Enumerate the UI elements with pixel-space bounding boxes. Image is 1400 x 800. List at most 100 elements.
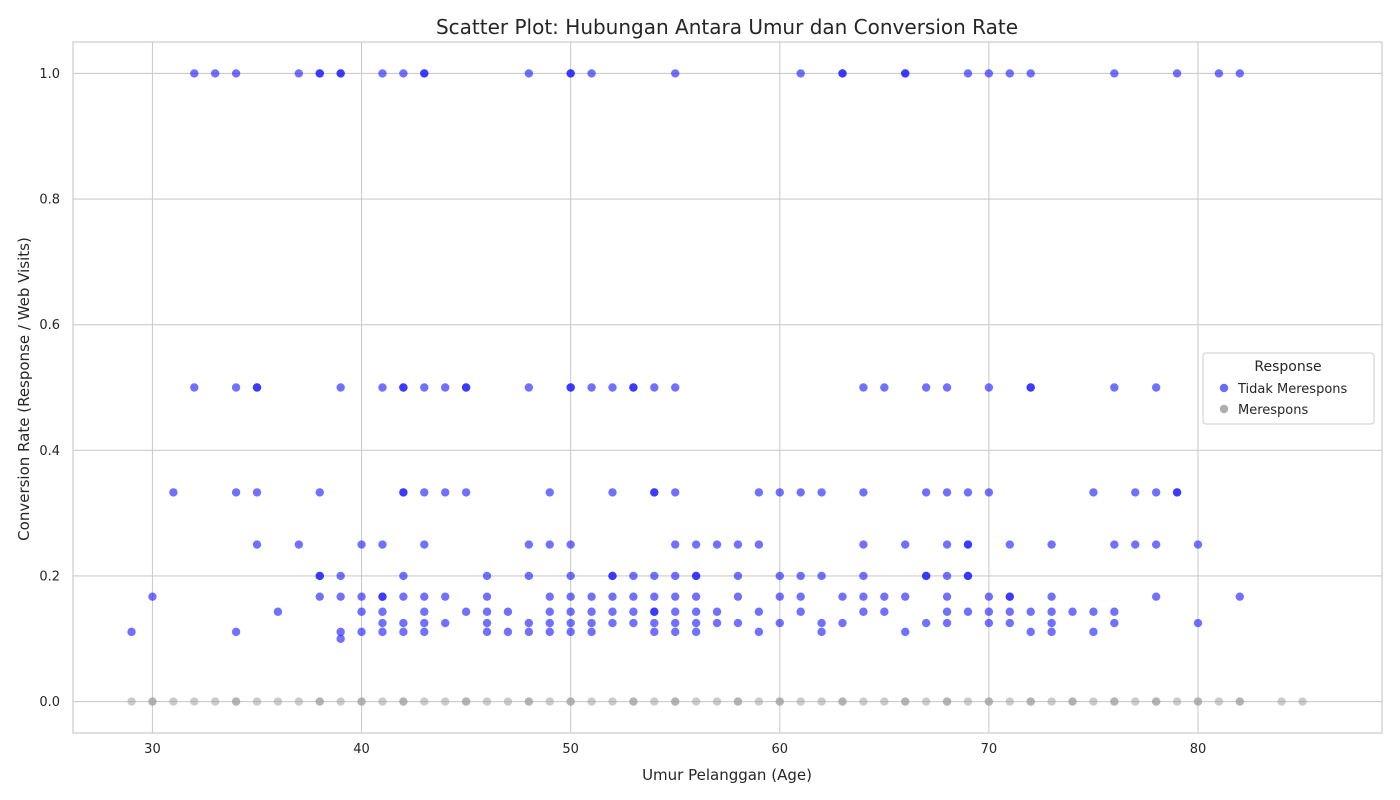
data-point (671, 69, 680, 78)
data-point (566, 571, 575, 581)
data-point (566, 607, 575, 616)
data-point (859, 383, 868, 392)
x-tick-label: 40 (353, 742, 370, 757)
data-point (796, 571, 805, 581)
data-point (420, 592, 429, 601)
data-point (671, 540, 680, 549)
data-point (482, 607, 492, 616)
data-point (838, 592, 847, 601)
data-point (691, 540, 701, 549)
data-point (650, 627, 659, 637)
data-point (461, 607, 471, 616)
data-point (190, 697, 199, 706)
legend-label-merespons: Merespons (1238, 403, 1308, 418)
data-point (921, 571, 931, 581)
data-point (336, 697, 345, 706)
data-point (712, 540, 722, 549)
data-point (127, 697, 136, 706)
legend-label-tidak-merespons: Tidak Merespons (1237, 382, 1348, 397)
data-point (566, 383, 575, 392)
data-point (1089, 627, 1098, 637)
data-point (859, 488, 868, 497)
data-point (294, 697, 304, 706)
legend-marker-tidak-merespons (1219, 383, 1229, 393)
data-point (1151, 592, 1161, 601)
data-point (1193, 618, 1203, 628)
legend-box (1202, 352, 1375, 425)
data-point (817, 488, 826, 497)
data-point (650, 571, 659, 581)
y-tick-label: 0.0 (39, 695, 60, 710)
data-point (775, 618, 784, 628)
data-point (545, 488, 554, 497)
data-point (671, 618, 680, 628)
data-point (566, 69, 575, 78)
data-point (273, 607, 283, 616)
data-point (796, 697, 805, 706)
data-point (671, 627, 680, 637)
data-point (231, 69, 241, 78)
data-point (482, 592, 492, 601)
data-point (1172, 697, 1182, 706)
data-point (859, 607, 868, 616)
data-point (650, 697, 659, 706)
data-point (1047, 627, 1056, 637)
data-point (671, 571, 680, 581)
data-point (315, 488, 324, 497)
data-point (1151, 383, 1161, 392)
data-point (545, 592, 554, 601)
data-point (420, 69, 429, 78)
data-point (608, 618, 617, 628)
data-point (420, 488, 429, 497)
data-point (336, 592, 345, 601)
data-point (1110, 618, 1119, 628)
data-point (901, 697, 910, 706)
data-point (984, 697, 994, 706)
data-point (859, 592, 868, 601)
data-point (880, 383, 889, 392)
data-point (754, 607, 764, 616)
y-axis-label: Conversion Rate (Response / Web Visits) (15, 237, 33, 541)
data-point (838, 697, 847, 706)
data-point (838, 618, 847, 628)
data-point (378, 697, 387, 706)
data-point (231, 383, 241, 392)
data-point (608, 697, 617, 706)
data-point (1110, 540, 1119, 549)
data-point (1151, 488, 1161, 497)
data-point (942, 571, 952, 581)
data-point (252, 540, 262, 549)
data-point (775, 592, 784, 601)
data-point (336, 383, 345, 392)
data-point (420, 627, 429, 637)
data-point (608, 383, 617, 392)
data-point (650, 383, 659, 392)
data-point (231, 627, 241, 637)
data-point (441, 618, 450, 628)
data-point (461, 383, 471, 392)
data-point (545, 627, 554, 637)
data-point (1047, 618, 1056, 628)
data-point (921, 618, 931, 628)
x-tick-label: 70 (981, 742, 998, 757)
data-point (733, 618, 743, 628)
data-point (921, 697, 931, 706)
data-point (1047, 540, 1056, 549)
data-point (1131, 697, 1140, 706)
x-axis-label: Umur Pelanggan (Age) (642, 766, 812, 784)
data-point (629, 618, 638, 628)
data-point (336, 627, 345, 637)
data-point (963, 607, 973, 616)
data-point (315, 69, 324, 78)
data-point (733, 697, 743, 706)
data-point (901, 592, 910, 601)
data-point (1193, 697, 1203, 706)
data-point (524, 69, 534, 78)
data-point (336, 69, 345, 78)
data-point (524, 627, 534, 637)
data-point (148, 697, 157, 706)
data-point (587, 383, 596, 392)
data-point (984, 618, 994, 628)
